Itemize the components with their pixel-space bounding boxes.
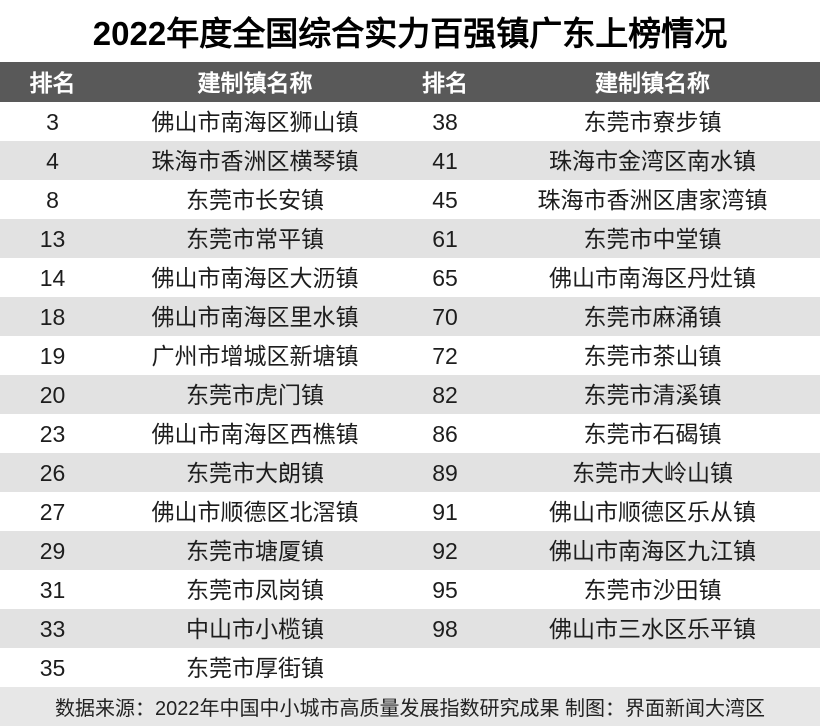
- header-town-left: 建制镇名称: [197, 69, 313, 95]
- rank-cell-right: 82: [432, 382, 458, 407]
- town-cell-right: 珠海市香洲区唐家湾镇: [537, 187, 768, 212]
- town-cell-left: 东莞市长安镇: [186, 187, 324, 212]
- rank-cell-right: 92: [432, 538, 458, 563]
- town-cell-left: 东莞市虎门镇: [186, 382, 324, 407]
- rank-cell-right: 70: [432, 304, 458, 329]
- header-rank-left: 排名: [29, 69, 76, 95]
- table-header-row: 排名 建制镇名称 排名 建制镇名称: [0, 62, 820, 102]
- town-cell-right: 佛山市南海区九江镇: [549, 538, 756, 563]
- rank-cell-right: 61: [432, 226, 458, 251]
- table-row: 13 东莞市常平镇 61 东莞市中堂镇: [0, 219, 820, 258]
- table-row: 4 珠海市香洲区横琴镇 41 珠海市金湾区南水镇: [0, 141, 820, 180]
- rank-cell-right: 89: [432, 460, 458, 485]
- table-row: 29 东莞市塘厦镇 92 佛山市南海区九江镇: [0, 531, 820, 570]
- rank-cell-left: 31: [39, 577, 66, 602]
- town-cell-left: 佛山市南海区里水镇: [151, 304, 359, 329]
- town-cell-left: 广州市增城区新塘镇: [151, 343, 359, 368]
- table-row: 27 佛山市顺德区北滘镇 91 佛山市顺德区乐从镇: [0, 492, 820, 531]
- town-cell-left: 佛山市南海区大沥镇: [151, 265, 359, 290]
- rank-cell-left: 8: [46, 187, 59, 212]
- town-cell-left: 东莞市厚街镇: [186, 655, 324, 680]
- table-row: 26 东莞市大朗镇 89 东莞市大岭山镇: [0, 453, 820, 492]
- rank-cell-right: 45: [432, 187, 458, 212]
- table-row: 19 广州市增城区新塘镇 72 东莞市茶山镇: [0, 336, 820, 375]
- rank-cell-right: 72: [432, 343, 458, 368]
- rank-cell-right: 38: [432, 109, 458, 134]
- town-cell-right: 东莞市寮步镇: [583, 109, 722, 134]
- rank-cell-left: 33: [39, 616, 66, 641]
- rank-cell-left: 19: [39, 343, 66, 368]
- table-row: 8 东莞市长安镇 45 珠海市香洲区唐家湾镇: [0, 180, 820, 219]
- rank-cell-left: 23: [39, 421, 66, 446]
- rank-cell-right: 65: [432, 265, 458, 290]
- town-cell-left: 东莞市常平镇: [186, 226, 324, 251]
- source-note: 数据来源：2022年中国中小城市高质量发展指数研究成果 制图：界面新闻大湾区: [0, 687, 820, 726]
- town-cell-right: 东莞市茶山镇: [583, 343, 722, 368]
- table-row: 35 东莞市厚街镇: [0, 648, 820, 687]
- table-row: 23 佛山市南海区西樵镇 86 东莞市石碣镇: [0, 414, 820, 453]
- table-body: 3 佛山市南海区狮山镇 38 东莞市寮步镇 4 珠海市香洲区横琴镇 41 珠海市金湾区南水镇 8…: [0, 102, 820, 687]
- table-row: 14 佛山市南海区大沥镇 65 佛山市南海区丹灶镇: [0, 258, 820, 297]
- rank-cell-left: 14: [39, 265, 66, 290]
- town-cell-left: 东莞市塘厦镇: [186, 538, 324, 563]
- rank-cell-right: 86: [432, 421, 458, 446]
- page-title: 2022年度全国综合实力百强镇广东上榜情况: [92, 15, 728, 52]
- town-cell-right: 东莞市大岭山镇: [572, 460, 733, 485]
- header-rank-right: 排名: [422, 69, 468, 95]
- rank-cell-left: 20: [39, 382, 66, 407]
- table-row: 3 佛山市南海区狮山镇 38 东莞市寮步镇: [0, 102, 820, 141]
- town-cell-left: 佛山市顺德区北滘镇: [151, 499, 359, 524]
- town-cell-left: 佛山市南海区狮山镇: [151, 109, 359, 134]
- rank-cell-left: 13: [39, 226, 66, 251]
- town-cell-right: 佛山市南海区丹灶镇: [549, 265, 756, 290]
- town-cell-right: 东莞市沙田镇: [583, 577, 722, 602]
- town-cell-right: 佛山市三水区乐平镇: [549, 616, 756, 641]
- rank-cell-right: 95: [432, 577, 458, 602]
- header-town-right: 建制镇名称: [595, 69, 710, 95]
- town-cell-right: 东莞市中堂镇: [583, 226, 722, 251]
- rank-cell-left: 3: [46, 109, 59, 134]
- rank-cell-left: 27: [39, 499, 66, 524]
- town-cell-right: 珠海市金湾区南水镇: [549, 148, 756, 173]
- town-cell-right: 东莞市石碣镇: [583, 421, 722, 446]
- rank-cell-right: [405, 667, 485, 669]
- town-cell-left: 东莞市凤岗镇: [186, 577, 324, 602]
- town-cell-left: 佛山市南海区西樵镇: [151, 421, 359, 446]
- town-cell-left: 中山市小榄镇: [186, 616, 324, 641]
- town-cell-left: 珠海市香洲区横琴镇: [151, 148, 359, 173]
- rank-cell-left: 26: [39, 460, 66, 485]
- town-cell-right: 东莞市清溪镇: [583, 382, 722, 407]
- rank-cell-left: 18: [39, 304, 66, 329]
- town-cell-right: 佛山市顺德区乐从镇: [549, 499, 756, 524]
- rank-cell-right: 41: [432, 148, 458, 173]
- rank-cell-right: 98: [432, 616, 458, 641]
- table-row: 18 佛山市南海区里水镇 70 东莞市麻涌镇: [0, 297, 820, 336]
- rank-cell-left: 35: [39, 655, 66, 680]
- table-row: 20 东莞市虎门镇 82 东莞市清溪镇: [0, 375, 820, 414]
- town-cell-right: [485, 667, 820, 669]
- rank-cell-left: 4: [46, 148, 59, 173]
- town-cell-left: 东莞市大朗镇: [186, 460, 324, 485]
- table-row: 33 中山市小榄镇 98 佛山市三水区乐平镇: [0, 609, 820, 648]
- table-row: 31 东莞市凤岗镇 95 东莞市沙田镇: [0, 570, 820, 609]
- town-cell-right: 东莞市麻涌镇: [583, 304, 722, 329]
- rank-cell-left: 29: [39, 538, 66, 563]
- rank-cell-right: 91: [432, 499, 458, 524]
